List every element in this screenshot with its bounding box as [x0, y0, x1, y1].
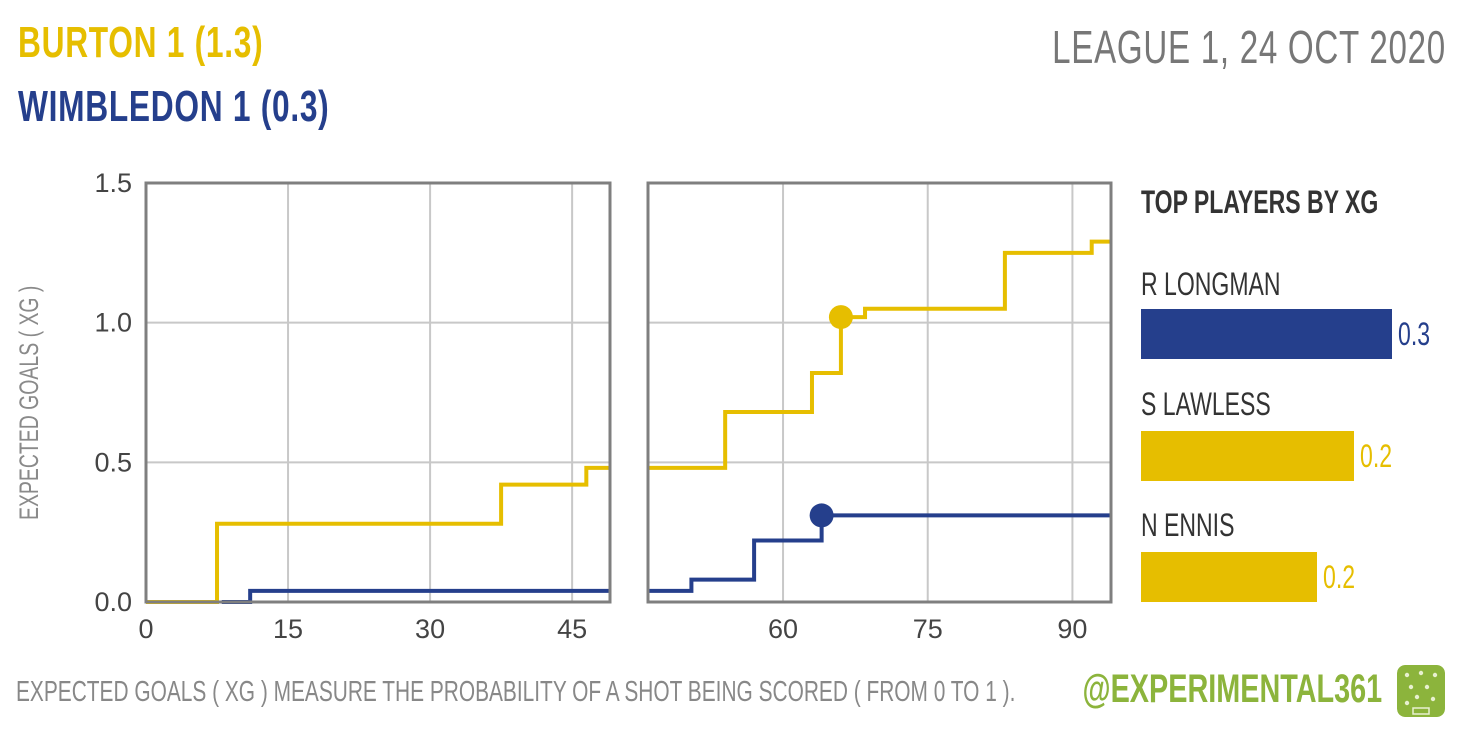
y-tick-label: 1.5	[94, 168, 132, 198]
panel-frame	[144, 181, 612, 604]
x-tick-label: 15	[273, 614, 303, 644]
x-tick-label: 45	[557, 614, 587, 644]
player-name: S LAWLESS	[1141, 386, 1271, 422]
xg-timeline-chart: 0 15 30 45 0.0 0.5 1.0 1.5 60 75 90	[94, 168, 1113, 644]
panel-frame	[646, 181, 1113, 604]
logo-background	[1397, 665, 1445, 717]
logo-dot	[1408, 684, 1414, 690]
player-xg-bar	[1141, 431, 1354, 481]
x-tick-label: 90	[1057, 614, 1087, 644]
logo-dot	[1404, 700, 1410, 706]
footnote: EXPECTED GOALS ( XG ) MEASURE THE PROBAB…	[16, 676, 1016, 708]
twitter-handle[interactable]: @EXPERIMENTAL361	[1082, 667, 1382, 711]
logo-dot	[1418, 670, 1424, 676]
series-line-wimbledon	[648, 513, 1111, 593]
logo-dot	[1432, 672, 1438, 678]
goal-marker-wimbledon	[809, 503, 834, 528]
player-xg-value: 0.2	[1323, 559, 1356, 595]
y-tick-label: 1.0	[94, 308, 132, 338]
player-xg-value: 0.2	[1360, 438, 1393, 474]
player-xg-value: 0.3	[1398, 316, 1431, 352]
logo-dot	[1430, 696, 1436, 702]
player-name: R LONGMAN	[1141, 266, 1281, 302]
panel-first-half: 0 15 30 45 0.0 0.5 1.0 1.5	[94, 168, 612, 644]
pitch-icon	[1397, 665, 1445, 717]
logo-goal	[1412, 707, 1430, 715]
player-xg-bar	[1141, 309, 1392, 359]
away-team-title: WIMBLEDON 1 (0.3)	[18, 82, 330, 131]
logo-dot	[1414, 694, 1420, 700]
x-tick-label: 75	[913, 614, 943, 644]
player-xg-bar	[1141, 552, 1317, 602]
player-name: N ENNIS	[1141, 507, 1235, 543]
y-tick-label: 0.0	[94, 587, 132, 617]
x-tick-label: 60	[768, 614, 798, 644]
x-tick-label: 30	[415, 614, 445, 644]
home-team-title: BURTON 1 (1.3)	[18, 18, 264, 67]
series-line-burton	[146, 465, 610, 604]
top-players-title: TOP PLAYERS BY XG	[1141, 184, 1379, 220]
logo-dot	[1404, 672, 1410, 678]
match-info: LEAGUE 1, 24 OCT 2020	[1052, 21, 1446, 73]
goal-marker-burton	[828, 305, 853, 330]
y-tick-label: 0.5	[94, 447, 132, 477]
series-line-burton	[648, 239, 1111, 470]
panel-second-half: 60 75 90	[646, 181, 1113, 644]
logo-dot	[1424, 684, 1430, 690]
series-line-wimbledon	[221, 588, 610, 604]
x-tick-label: 0	[138, 614, 153, 644]
